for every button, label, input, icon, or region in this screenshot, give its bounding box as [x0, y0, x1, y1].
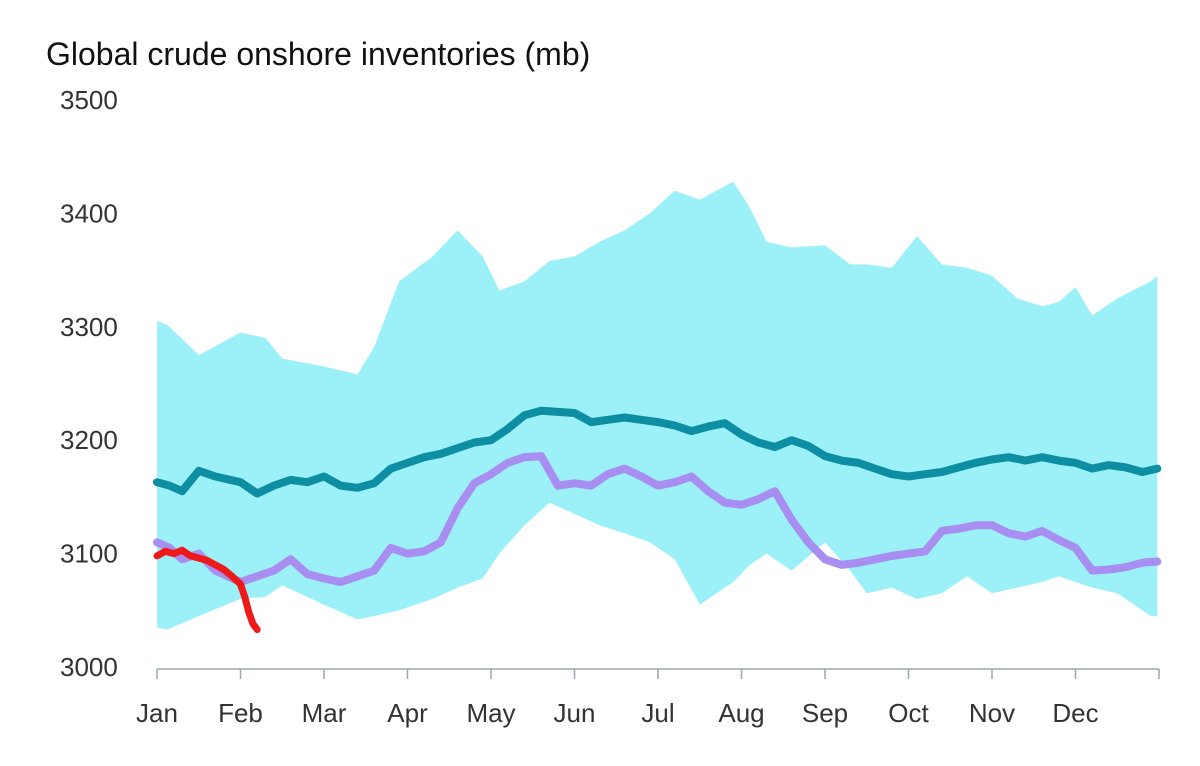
y-tick-label: 3500: [60, 85, 118, 115]
y-tick-label: 3300: [60, 312, 118, 342]
x-tick-label: May: [466, 698, 515, 728]
x-tick-label: Jan: [136, 698, 178, 728]
x-tick-label: Aug: [718, 698, 764, 728]
x-tick-label: Nov: [969, 698, 1015, 728]
series-line-prior-year: [153, 452, 1162, 586]
x-tick-label: Feb: [218, 698, 263, 728]
y-axis-ticks: 3000 3100 3200 3300 3400 3500: [60, 85, 118, 682]
x-tick-label: Jul: [641, 698, 674, 728]
y-tick-label: 3000: [60, 652, 118, 682]
x-axis: [156, 668, 1160, 679]
series-layer: [153, 406, 1162, 634]
y-tick-label: 3400: [60, 198, 118, 228]
x-tick-label: Oct: [888, 698, 929, 728]
x-tick-label: Jun: [554, 698, 596, 728]
range-band-layer: [157, 181, 1158, 630]
x-axis-ticks: Jan Feb Mar Apr May Jun Jul Aug Sep Oct Nov Dec: [136, 698, 1099, 728]
y-tick-label: 3100: [60, 539, 118, 569]
x-tick-label: Sep: [802, 698, 848, 728]
chart-title: Global crude onshore inventories (mb): [46, 36, 590, 72]
y-tick-label: 3200: [60, 425, 118, 455]
series-line-average: [153, 406, 1162, 498]
x-tick-label: Apr: [387, 698, 428, 728]
series-line-current: [153, 546, 261, 634]
x-tick-label: Dec: [1052, 698, 1098, 728]
range-band: [157, 181, 1158, 630]
x-tick-label: Mar: [302, 698, 347, 728]
